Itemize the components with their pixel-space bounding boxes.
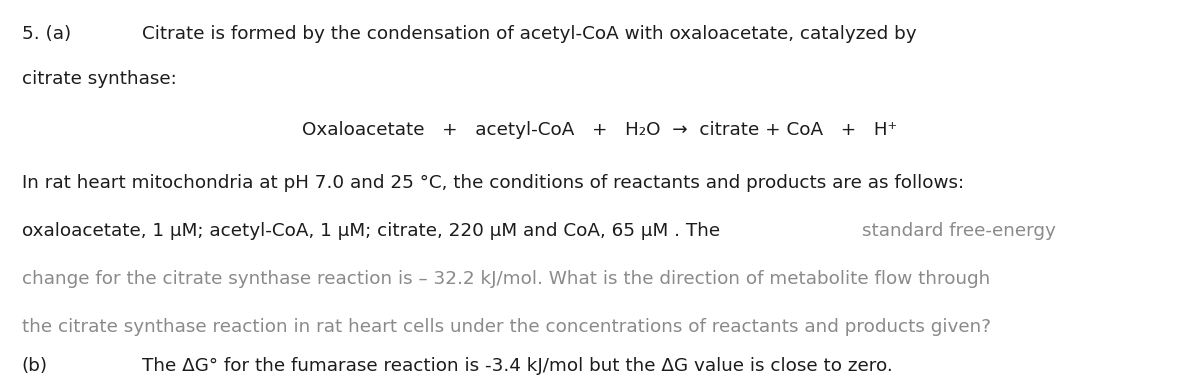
Text: 5. (a): 5. (a) (22, 25, 71, 43)
Text: standard free-energy: standard free-energy (862, 222, 1056, 240)
Text: oxaloacetate, 1 μM; acetyl-CoA, 1 μM; citrate, 220 μM and CoA, 65 μM . The: oxaloacetate, 1 μM; acetyl-CoA, 1 μM; ci… (22, 222, 726, 240)
Text: Oxaloacetate   +   acetyl-CoA   +   H₂O  →  citrate + CoA   +   H⁺: Oxaloacetate + acetyl-CoA + H₂O → citrat… (302, 121, 898, 139)
Text: (b): (b) (22, 357, 48, 375)
Text: citrate synthase:: citrate synthase: (22, 70, 176, 88)
Text: In rat heart mitochondria at pH 7.0 and 25 °C, the conditions of reactants and p: In rat heart mitochondria at pH 7.0 and … (22, 174, 964, 191)
Text: change for the citrate synthase reaction is – 32.2 kJ/mol. What is the direction: change for the citrate synthase reaction… (22, 270, 990, 288)
Text: Citrate is formed by the condensation of acetyl-CoA with oxaloacetate, catalyzed: Citrate is formed by the condensation of… (142, 25, 917, 43)
Text: The ΔG° for the fumarase reaction is -3.4 kJ/mol but the ΔG value is close to ze: The ΔG° for the fumarase reaction is -3.… (142, 357, 893, 375)
Text: the citrate synthase reaction in rat heart cells under the concentrations of rea: the citrate synthase reaction in rat hea… (22, 318, 991, 336)
